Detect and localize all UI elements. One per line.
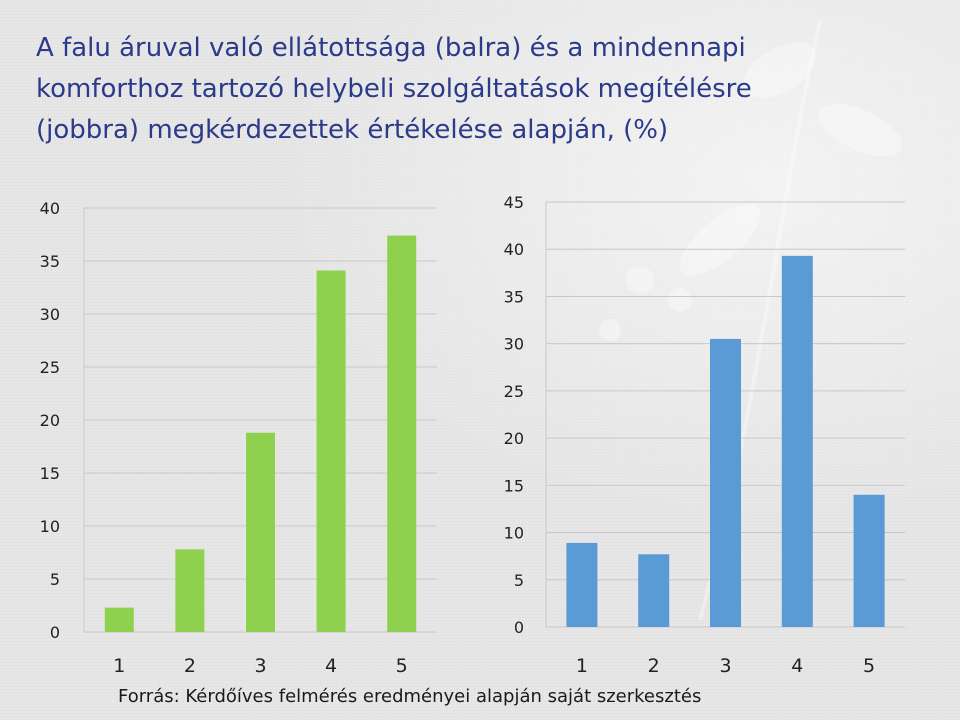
x-category-label-right-2: 2	[648, 655, 660, 677]
x-category-label-left-4: 4	[325, 655, 337, 677]
x-category-label-left-1: 1	[113, 655, 125, 677]
source-note: Forrás: Kérdőíves felmérés eredményei al…	[118, 686, 702, 707]
y-tick-label-left-40: 40	[40, 199, 60, 218]
bar-left-1	[104, 607, 134, 632]
y-tick-label-left-20: 20	[40, 411, 60, 430]
y-tick-label-right-20: 20	[504, 429, 524, 448]
y-tick-label-right-15: 15	[504, 476, 524, 495]
page-title: A falu áruval való ellátottsága (balra) …	[36, 33, 752, 145]
y-tick-label-right-45: 45	[504, 193, 524, 212]
y-tick-label-right-35: 35	[504, 287, 524, 306]
y-tick-label-left-10: 10	[40, 517, 60, 536]
bar-right-5	[853, 494, 885, 627]
bar-left-4	[316, 270, 346, 632]
y-tick-label-left-15: 15	[40, 464, 60, 483]
y-tick-label-left-25: 25	[40, 358, 60, 377]
bar-left-2	[175, 549, 205, 632]
x-category-label-right-3: 3	[719, 655, 731, 677]
bar-right-4	[781, 255, 813, 628]
bar-left-3	[246, 432, 275, 632]
x-category-label-right-1: 1	[576, 655, 588, 677]
y-tick-label-right-25: 25	[504, 382, 524, 401]
y-tick-label-left-30: 30	[40, 305, 60, 324]
x-category-label-left-3: 3	[254, 655, 266, 677]
x-category-label-right-5: 5	[863, 655, 875, 677]
bar-right-2	[638, 554, 670, 627]
x-category-label-left-5: 5	[396, 655, 408, 677]
y-tick-label-left-5: 5	[50, 570, 60, 589]
bar-right-3	[710, 338, 741, 627]
y-tick-label-left-0: 0	[50, 623, 60, 642]
y-tick-label-left-35: 35	[40, 252, 60, 271]
y-tick-label-right-0: 0	[514, 618, 524, 637]
y-tick-label-right-5: 5	[514, 571, 524, 590]
bar-right-1	[566, 542, 598, 627]
y-tick-label-right-30: 30	[504, 335, 524, 354]
y-tick-label-right-10: 10	[504, 524, 524, 543]
y-tick-label-right-40: 40	[504, 240, 524, 259]
x-category-label-right-4: 4	[791, 655, 803, 677]
bar-left-5	[387, 235, 417, 632]
x-category-label-left-2: 2	[184, 655, 196, 677]
